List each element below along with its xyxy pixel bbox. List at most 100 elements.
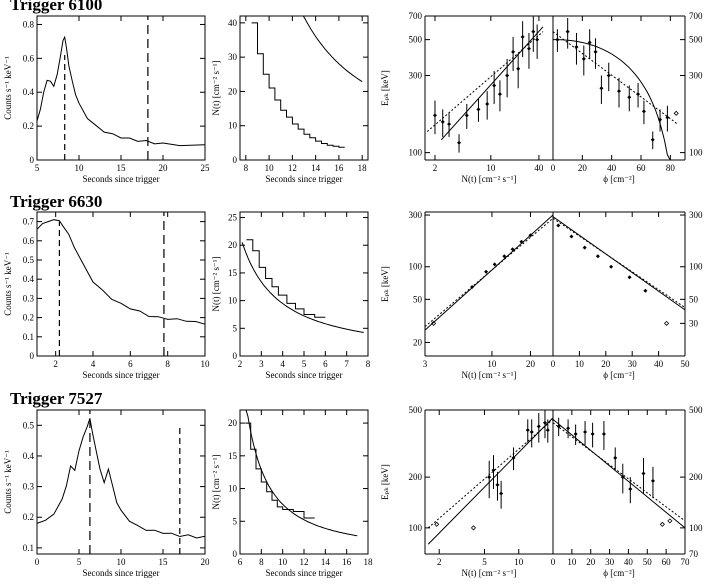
trigger-1-epk-phi-xtick-label: 20: [578, 163, 588, 173]
trigger-3-epk-phi-point: [566, 426, 571, 431]
trigger-2-decay-fit: [241, 242, 364, 333]
trigger-1-epk-n-fit-dotted: [426, 31, 544, 132]
trigger-1-epk-phi-xtick-label: 60: [637, 163, 647, 173]
trigger-2-epk-phi-xtick-label: 30: [628, 359, 638, 369]
trigger-3-epk-n-point: [499, 491, 504, 496]
trigger-1-epk-n-ytick-label: 100: [409, 148, 423, 158]
trigger-2-decay-ytick-label: 5: [233, 323, 238, 333]
trigger-3-decay-xtick-label: 18: [364, 557, 374, 567]
trigger-1-epk-phi-fit-dotted: [552, 31, 678, 125]
trigger-1-lightcurve-xtick-label: 20: [159, 163, 169, 173]
trigger-1-decay-ytick-label: 30: [228, 52, 238, 62]
trigger-2-epk-n-open-point: [431, 320, 437, 326]
trigger-2-decay-xtick-label: 8: [366, 359, 371, 369]
trigger-3-epk-phi-xtick-label: 30: [605, 557, 615, 567]
trigger-2-decay-ytick-label: 10: [228, 296, 238, 306]
trigger-3-lightcurve-xtick-label: 20: [201, 557, 211, 567]
trigger-3-epk-n-xtick-label: 10: [514, 557, 524, 567]
trigger-1-lightcurve-line: [36, 35, 206, 147]
trigger-2-lightcurve-frame: [36, 211, 206, 357]
trigger-1-epk-n-point: [516, 66, 521, 71]
trigger-3-decay-fit: [242, 409, 358, 537]
trigger-1-epk-phi-point: [565, 29, 570, 34]
trigger-2-epk-phi-xtick-label: 0: [551, 359, 556, 369]
trigger-1-decay-frame: [239, 15, 369, 161]
trigger-2-lightcurve-xtick-label: 8: [165, 359, 170, 369]
trigger-1-epk-phi-open-point: [673, 110, 679, 116]
trigger-2-epk-phi-xtick-label: 10: [575, 359, 585, 369]
trigger-1-epk-phi-ytick-label: 100: [689, 148, 703, 158]
trigger-2-decay-xtick-label: 2: [238, 359, 243, 369]
trigger-3-epk-phi-ytick-label: 100: [689, 523, 703, 533]
trigger-1-epk-n-point: [447, 122, 452, 127]
trigger-2-epk-phi-panel: 0 10 20 30 40 50 30 50 100 300 ϕ [cm⁻²]: [551, 210, 703, 380]
trigger-3-epk-phi-xtick-label: 70: [681, 557, 691, 567]
trigger-1-epk-n-fit-solid: [440, 26, 544, 141]
trigger-3-decay-xlabel: Seconds since trigger: [266, 568, 343, 578]
trigger-2-decay-xtick-label: 7: [344, 359, 349, 369]
trigger-2-epk-phi-point: [595, 254, 600, 259]
trigger-2-lightcurve-ytick-label: 0.5: [23, 255, 35, 265]
trigger-3-lightcurve-ytick-label: 0.5: [23, 420, 35, 430]
trigger-2-lightcurve-ytick-label: 0.2: [23, 313, 34, 323]
trigger-1-epk-phi-xtick-label: 80: [666, 163, 676, 173]
trigger-1-decay-ytick-label: 10: [228, 121, 238, 131]
trigger-1-decay-ytick-label: 40: [228, 18, 238, 28]
trigger-1-epk-phi-ytick-label: 500: [689, 35, 703, 45]
trigger-1-epk-phi-point: [650, 137, 655, 142]
trigger-1-epk-n-point: [526, 46, 531, 51]
trigger-2-decay-ytick-label: 20: [228, 240, 238, 250]
trigger-1-epk-phi-point: [636, 92, 641, 97]
trigger-2-lightcurve-panel: 2 4 6 8 10 0 0.1 0.2 0.3 0.4 0.5 0.6 0.7 Seconds sinc…: [3, 211, 210, 380]
trigger-1-epk-phi-point: [617, 89, 621, 94]
trigger-2-lightcurve-xlabel: Seconds since trigger: [83, 370, 160, 380]
trigger-3-epk-n-fit-dotted: [427, 418, 554, 529]
trigger-3-decay-ytick-label: 0: [233, 549, 238, 559]
trigger-1-decay-xtick-label: 10: [265, 163, 275, 173]
trigger-3-epk-n-ytick-label: 200: [409, 472, 423, 482]
trigger-3-lightcurve-ytick-label: 0.4: [23, 451, 35, 461]
trigger-2-decay-xtick-label: 3: [259, 359, 264, 369]
trigger-3-epk-n-xlabel: N(t) [cm⁻² s⁻¹]: [462, 568, 517, 578]
trigger-3-decay-panel: 6 8 10 12 14 16 18 0 5 10 15 20 Seconds since trigge…: [211, 409, 374, 578]
trigger-2-decay-frame: [239, 211, 369, 357]
trigger-1-decay-ytick-label: 20: [228, 86, 238, 96]
trigger-3-epk-n-point: [545, 428, 550, 433]
trigger-2-decay-ylabel: N(t) [cm⁻² s⁻¹]: [211, 257, 221, 312]
trigger-1-epk-phi-xtick-label: 40: [607, 163, 617, 173]
trigger-1-epk-n-point: [457, 140, 462, 145]
trigger-1-epk-n-point: [520, 34, 525, 39]
trigger-3-epk-n-point: [525, 428, 530, 433]
trigger-1-lightcurve-ytick-label: 0.6: [23, 53, 35, 63]
trigger-1-epk-n-ytick-label: 700: [409, 11, 423, 21]
trigger-2-epk-phi-xlabel: ϕ [cm⁻²]: [603, 370, 634, 380]
trigger-2-lightcurve-ytick-label: 0.6: [23, 236, 35, 246]
trigger-1-lightcurve-xlabel: Seconds since trigger: [83, 174, 160, 184]
trigger-3-epk-phi-xtick-label: 50: [643, 557, 653, 567]
trigger-3-decay-frame: [239, 409, 369, 555]
trigger-2-epk-n-panel: 3 10 20 20 50 100 300 N(t) [cm⁻² s⁻¹] Eₚₖ [keV]: [380, 210, 554, 380]
trigger-2-lightcurve-line: [36, 219, 206, 325]
trigger-2-epk-phi-fit-dotted: [552, 217, 686, 308]
trigger-1-epk-phi-fit-solid: [553, 39, 671, 161]
trigger-2-decay-xtick-label: 4: [280, 359, 285, 369]
trigger-1-epk-phi-xtick-label: 0: [551, 163, 556, 173]
trigger-1-decay-ytick-label: 0: [233, 155, 238, 165]
trigger-3-lightcurve-xlabel: Seconds since trigger: [83, 568, 160, 578]
trigger-2-decay-ytick-label: 15: [228, 268, 238, 278]
trigger-3-epk-phi-xtick-label: 60: [662, 557, 672, 567]
trigger-3-epk-phi-fit-solid: [552, 418, 686, 529]
trigger-3-decay-ytick-label: 20: [228, 418, 238, 428]
trigger-1-decay-ylabel: N(t) [cm⁻² s⁻¹]: [211, 61, 221, 116]
trigger-2-epk-n-ytick-label: 20: [413, 337, 423, 347]
trigger-2-epk-phi-point: [643, 288, 648, 293]
trigger-1-decay-xtick-label: 12: [288, 163, 297, 173]
trigger-2-lightcurve-ytick-label: 0: [30, 351, 35, 361]
trigger-2-epk-n-point: [484, 269, 489, 274]
trigger-1-epk-n-xlabel: N(t) [cm⁻² s⁻¹]: [462, 174, 517, 184]
trigger-2-epk-phi-fit-solid: [552, 216, 686, 311]
trigger-2-epk-phi-ytick-label: 30: [689, 318, 699, 328]
trigger-2-epk-phi-ytick-label: 300: [689, 210, 703, 220]
